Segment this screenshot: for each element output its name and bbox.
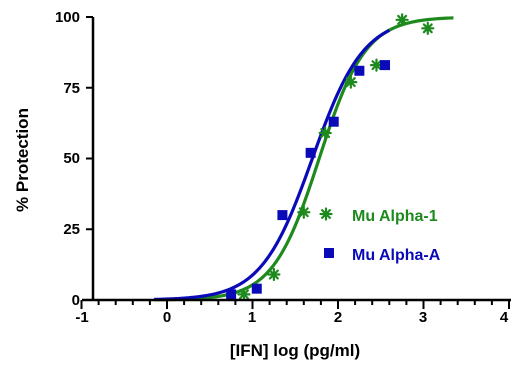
legend-asterisk-icon [319,207,333,221]
x-tick-label: 0 [163,309,171,326]
fit-curve-series-2 [154,28,391,302]
y-tick-label: 100 [55,9,80,26]
x-tick-label: -1 [75,309,88,326]
legend-marker-asterisk [319,207,333,221]
legend-label: Mu Alpha-1 [352,208,438,225]
legend-entry-mu-alpha-a: Mu Alpha-A [324,247,441,264]
data-point-asterisk [344,75,358,89]
data-point-asterisk [421,21,435,35]
x-tick-labels: -1 0 1 2 3 4 [75,309,509,326]
data-point-square [251,283,262,294]
data-point-square [277,210,288,221]
legend-marker-square [324,248,334,258]
y-tick-label: 0 [72,292,80,309]
data-point-square [354,65,365,76]
x-tick-label: 3 [419,309,427,326]
y-axis-ticks: 0 25 50 75 100 [55,9,93,309]
y-tick-label: 75 [63,80,80,97]
legend-square-icon [324,248,334,258]
y-tick-label: 25 [63,221,80,238]
x-tick-label: 1 [248,309,256,326]
x-tick-label: 4 [500,309,509,326]
data-point-square [380,60,391,71]
legend-label: Mu Alpha-A [352,247,441,264]
y-axis-title: % Protection [13,108,32,212]
data-point-asterisk [237,287,251,301]
x-axis-title: [IFN] log (pg/ml) [230,341,360,360]
fit-curve-series-1 [154,16,454,302]
data-point-asterisk [318,126,332,140]
data-point-square [328,116,339,127]
data-point-square [305,147,316,158]
x-tick-label: 2 [334,309,342,326]
legend-entry-mu-alpha-1: Mu Alpha-1 [319,207,438,225]
legend: Mu Alpha-1 Mu Alpha-A [319,207,441,264]
data-point-square [226,289,237,300]
data-point-asterisk [297,205,311,219]
plot-area [154,13,454,302]
x-axis-ticks [80,300,510,309]
y-tick-label: 50 [63,150,80,167]
data-point-asterisk [395,13,409,27]
data-point-asterisk [267,267,281,282]
